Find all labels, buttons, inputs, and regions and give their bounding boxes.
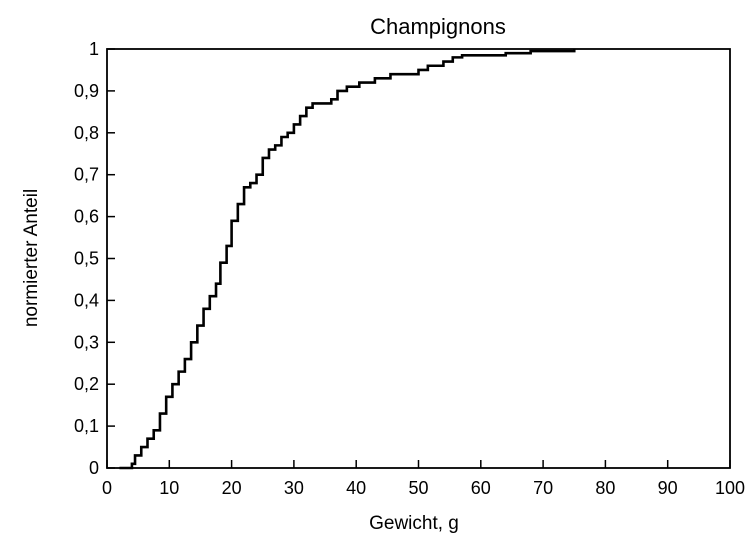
- y-tick-label: 0,9: [74, 81, 99, 101]
- y-tick-label: 0,8: [74, 123, 99, 143]
- y-tick-label: 0,4: [74, 290, 99, 310]
- x-tick-label: 50: [408, 478, 428, 498]
- x-axis: 0 10 20 30 40 50 60 70 80 90 100: [102, 460, 745, 498]
- x-tick-label: 80: [595, 478, 615, 498]
- y-tick-label: 1: [89, 39, 99, 59]
- y-tick-label: 0,3: [74, 332, 99, 352]
- y-axis: 0 0,1 0,2 0,3 0,4 0,5 0,6 0,7 0,8 0,9 1: [74, 39, 115, 478]
- y-tick-label: 0,5: [74, 249, 99, 269]
- y-tick-label: 0,1: [74, 416, 99, 436]
- x-tick-label: 40: [346, 478, 366, 498]
- x-tick-label: 10: [159, 478, 179, 498]
- series-group: [119, 49, 576, 470]
- plot-frame: [106, 48, 731, 469]
- y-axis-label: normierter Anteil: [21, 189, 42, 327]
- y-tick-label: 0,2: [74, 374, 99, 394]
- cdf-step-line: [119, 49, 576, 470]
- x-tick-label: 60: [471, 478, 491, 498]
- x-tick-label: 90: [658, 478, 678, 498]
- x-tick-label: 70: [533, 478, 553, 498]
- x-tick-label: 30: [284, 478, 304, 498]
- y-tick-label: 0,6: [74, 207, 99, 227]
- x-tick-label: 20: [222, 478, 242, 498]
- chart-title: Champignons: [370, 14, 506, 39]
- x-tick-label: 100: [715, 478, 745, 498]
- x-tick-label: 0: [102, 478, 112, 498]
- x-axis-label: Gewicht, g: [369, 513, 459, 534]
- y-tick-label: 0,7: [74, 165, 99, 185]
- y-tick-label: 0: [89, 458, 99, 478]
